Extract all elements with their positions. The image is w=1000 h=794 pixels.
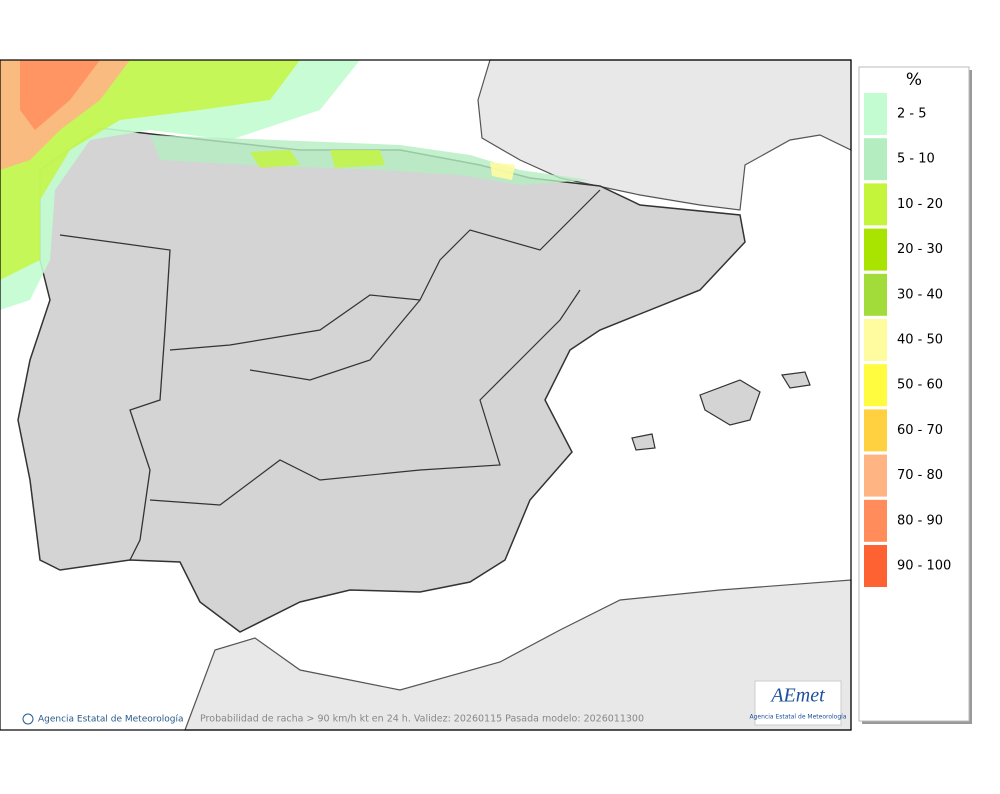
legend-swatch: [864, 364, 887, 407]
region-borders: [149, 289, 581, 506]
legend-label: 5 - 10: [897, 152, 935, 167]
legend-label: 2 - 5: [897, 107, 927, 122]
legend-swatch: [864, 93, 887, 135]
legend-label: 90 - 100: [897, 559, 951, 574]
legend-label: 80 - 90: [897, 513, 943, 528]
probability-area: [20, 60, 100, 130]
legend-label: 40 - 50: [897, 333, 943, 348]
legend-swatch: [864, 228, 887, 271]
legend-swatch: [864, 454, 887, 497]
legend-label: 20 - 30: [897, 242, 943, 257]
legend-swatch: [864, 545, 887, 587]
logo-box: [754, 680, 842, 726]
legend-swatch: [864, 409, 887, 452]
legend: % 2 - 5 5 - 10 10 - 20 20 - 30 30 - 40 40 - 5…: [858, 66, 972, 724]
map-frame: [0, 59, 852, 731]
mallorca: [699, 379, 761, 426]
copyright-icon: [22, 713, 34, 725]
copyright-text: Agencia Estatal de Meteorología: [38, 715, 184, 725]
legend-swatch: [864, 273, 887, 316]
legend-title: %: [906, 70, 922, 90]
ibiza: [631, 433, 656, 451]
probability-area: [250, 150, 300, 168]
legend-swatch: [864, 183, 887, 226]
legend-label: 70 - 80: [897, 468, 943, 483]
logo-subtitle: Agencia Estatal de Meteorología: [750, 714, 847, 721]
probability-area: [330, 150, 385, 168]
legend-label: 50 - 60: [897, 378, 943, 393]
legend-label: 30 - 40: [897, 287, 943, 302]
legend-swatch: [864, 319, 887, 361]
region-borders: [249, 299, 421, 381]
probability-area: [490, 162, 515, 180]
caption: Probabilidad de racha > 90 km/h kt en 24…: [200, 714, 644, 725]
menorca: [781, 371, 811, 389]
logo-name: AEmet: [769, 685, 825, 707]
legend-swatch: [864, 499, 887, 542]
france: [477, 59, 852, 211]
legend-swatch: [864, 138, 887, 181]
legend-label: 10 - 20: [897, 197, 943, 212]
map: Agencia Estatal de Meteorología Probabil…: [0, 59, 852, 731]
portugal-border: [59, 234, 171, 561]
legend-label: 60 - 70: [897, 423, 943, 438]
